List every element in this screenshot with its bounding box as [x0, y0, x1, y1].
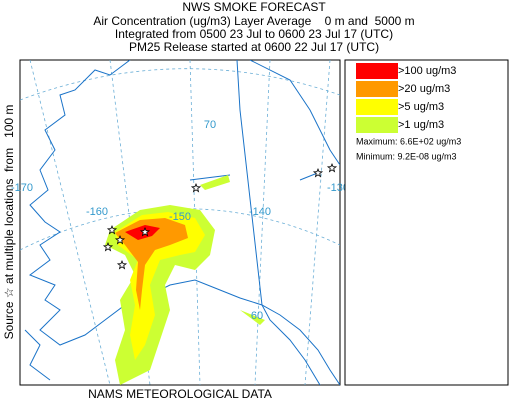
- legend-label: >100 ug/m3: [398, 65, 456, 77]
- legend-label: >5 ug/m3: [398, 101, 444, 113]
- legend: >100 ug/m3 >20 ug/m3 >5 ug/m3 >1 ug/m3: [356, 63, 456, 133]
- smoke-gt20: [115, 218, 188, 310]
- graticule-label: 60: [251, 310, 263, 322]
- graticule-label: -140: [249, 206, 271, 218]
- subtitle: Integrated from 0500 23 Jul to 0600 23 J…: [115, 27, 393, 41]
- graticule: [254, 60, 271, 385]
- maximum: Maximum: 6.6E+02 ug/m3: [356, 136, 461, 146]
- coastline: [28, 60, 340, 385]
- subtitle: PM25 Release started at 0600 22 Jul 17 (…: [129, 40, 379, 54]
- coastline: [249, 60, 340, 166]
- footer: NAMS METEOROLOGICAL DATA: [88, 387, 272, 401]
- minimum: Minimum: 9.2E-08 ug/m3: [356, 151, 457, 161]
- smoke-gt100: [125, 225, 160, 240]
- legend-swatch: [356, 99, 398, 115]
- title: NWS SMOKE FORECAST: [182, 0, 326, 14]
- graticule-label: -130: [327, 182, 349, 194]
- graticule: [20, 68, 340, 101]
- graticule-labels: 70 -170 -160 -150 -140 -130 60: [11, 119, 349, 322]
- coastline: [261, 304, 321, 385]
- border: [236, 60, 263, 306]
- legend-swatch: [356, 63, 398, 79]
- legend-swatch: [356, 117, 398, 133]
- graticule-label: -170: [11, 182, 33, 194]
- legend-swatch: [356, 81, 398, 97]
- map-layer: [20, 60, 340, 385]
- graticule-label: -160: [86, 206, 108, 218]
- legend-label: >1 ug/m3: [398, 119, 444, 131]
- source-label: Source ☆ at multiple locations from 100 …: [2, 105, 16, 340]
- graticule: [29, 60, 111, 385]
- graticule-label: 70: [204, 119, 216, 131]
- legend-label: >20 ug/m3: [398, 83, 450, 95]
- subtitle: Air Concentration (ug/m3) Layer Average …: [93, 14, 414, 28]
- graticule: [304, 60, 331, 385]
- graticule-label: -150: [169, 211, 191, 223]
